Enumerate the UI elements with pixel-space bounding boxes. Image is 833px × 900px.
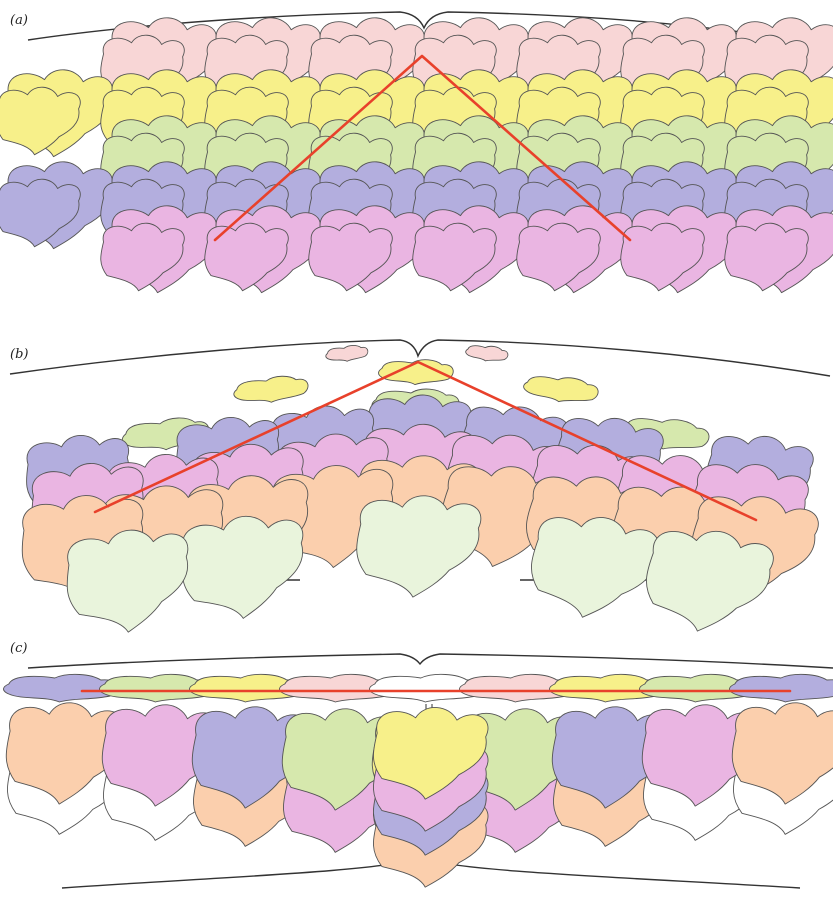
- panel-a: (a): [0, 12, 833, 293]
- panel-b-scales: [17, 344, 821, 639]
- panel-b-scale-row7-center: [357, 496, 481, 597]
- panel-a-body-outline: [27, 11, 833, 47]
- panel-a-scale-row5-lobe: [101, 223, 185, 291]
- panel-a-scale-row5-lobe: [205, 223, 289, 291]
- panel-b-scale-row7-right: [642, 524, 776, 638]
- panel-a-scale-row5-lobe: [725, 223, 809, 291]
- panel-c-top-scale-9: [729, 674, 833, 702]
- panel-a-scale-row5-lobe: [621, 223, 705, 291]
- panel-a-scale-row5-lobe: [517, 223, 601, 291]
- panel-c: (c): [3, 641, 833, 888]
- panel-a-scale-row5-lobe: [309, 223, 393, 291]
- panel-label-b: (b): [10, 347, 28, 362]
- panel-a-scale-row4-lobe: [0, 179, 80, 247]
- panel-a-scale-row5-lobe: [413, 223, 497, 291]
- panel-label-c: (c): [10, 641, 27, 656]
- panel-b-scale-row1-right: [465, 344, 509, 364]
- panel-b-scale-row7-left: [177, 510, 311, 624]
- panel-c-main-scale-9: [732, 703, 833, 804]
- panel-c-scales: [3, 674, 833, 887]
- panel-b-scale-row2-left: [232, 374, 309, 407]
- panel-c-body-outline: [27, 653, 833, 669]
- panel-b: (b): [10, 340, 830, 638]
- panel-a-scale-row2-lobe: [0, 87, 80, 155]
- panel-b-scale-row1-left: [325, 344, 369, 364]
- panel-b-body-outline: [9, 339, 831, 377]
- panel-b-scale-row2-right: [522, 373, 599, 406]
- panel-c-center-stack-4: [373, 707, 488, 799]
- panel-label-a: (a): [10, 13, 28, 28]
- panel-b-chevron-line: [93, 360, 758, 522]
- panel-b-scale-row7-left: [62, 524, 196, 638]
- panel-a-chevron-line: [213, 54, 632, 242]
- panel-a-scales: [0, 18, 833, 293]
